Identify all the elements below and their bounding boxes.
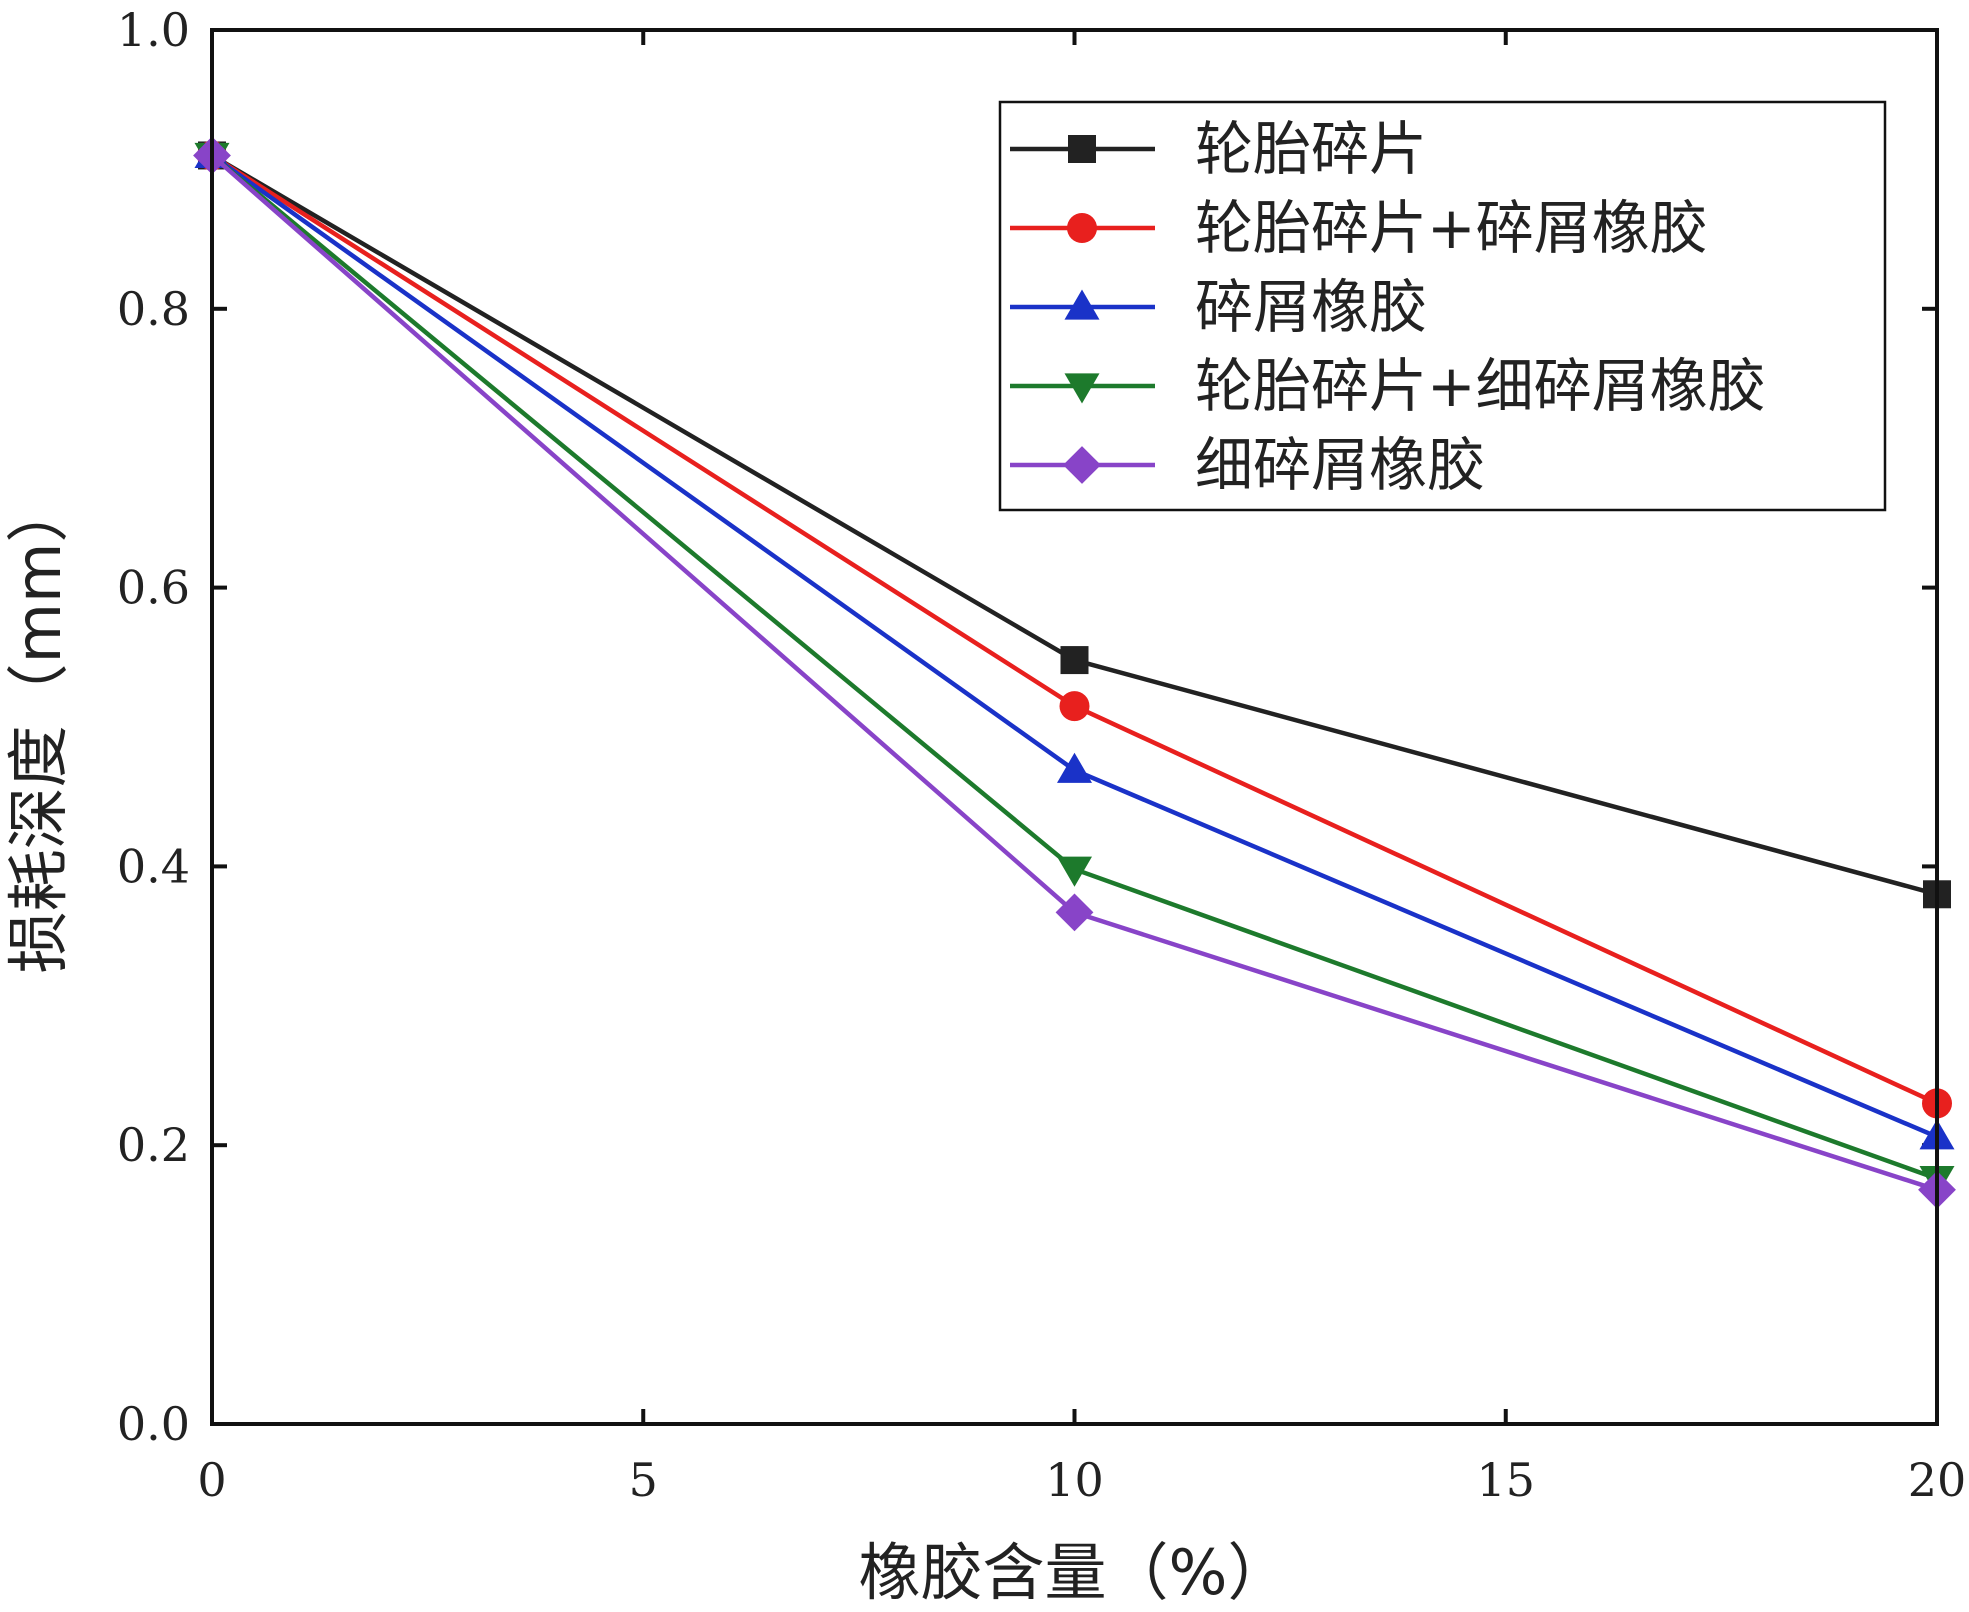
y-tick-label: 0.8 [117,282,190,336]
y-tick-label: 0.0 [117,1397,190,1451]
legend-item: 碎屑橡胶 [1010,273,1427,341]
data-point [1055,893,1094,932]
x-tick-label: 20 [1908,1453,1967,1507]
legend-marker [1064,373,1100,404]
x-tick-label: 5 [629,1453,658,1507]
legend-item: 轮胎碎片+碎屑橡胶 [1010,194,1708,262]
y-tick-label: 1.0 [117,3,190,57]
legend-label: 轮胎碎片+碎屑橡胶 [1195,194,1708,262]
legend-item: 细碎屑橡胶 [1010,431,1485,499]
x-axis-title: 橡胶含量（%） [859,1536,1290,1609]
legend-label: 碎屑橡胶 [1195,273,1427,341]
legend-item: 轮胎碎片+细碎屑橡胶 [1010,352,1766,420]
legend-marker [1064,289,1100,320]
y-axis-title: 损耗深度（mm） [2,481,75,974]
data-point [1060,646,1089,675]
legend-marker [1068,135,1096,163]
x-tick-label: 0 [197,1453,226,1507]
data-point [1057,856,1092,887]
legend-label: 轮胎碎片 [1195,115,1427,183]
data-point [1057,752,1092,783]
x-tick-label: 15 [1476,1453,1535,1507]
series-group [193,136,1956,1209]
y-tick-label: 0.2 [117,1118,190,1172]
legend-marker [1067,213,1097,243]
y-tick-label: 0.4 [117,839,190,893]
legend-label: 细碎屑橡胶 [1195,431,1485,499]
legend-marker [1063,446,1101,484]
plot-frame [210,28,1939,1426]
data-point [1059,691,1090,722]
y-tick-label: 0.6 [117,561,190,615]
axes: 0 5 10 15 20 0.0 0.2 0.4 0.6 0.8 1.0 [117,3,1966,1507]
legend-item: 轮胎碎片 [1010,115,1427,183]
legend-label: 轮胎碎片+细碎屑橡胶 [1195,352,1766,420]
x-tick-label: 10 [1045,1453,1104,1507]
